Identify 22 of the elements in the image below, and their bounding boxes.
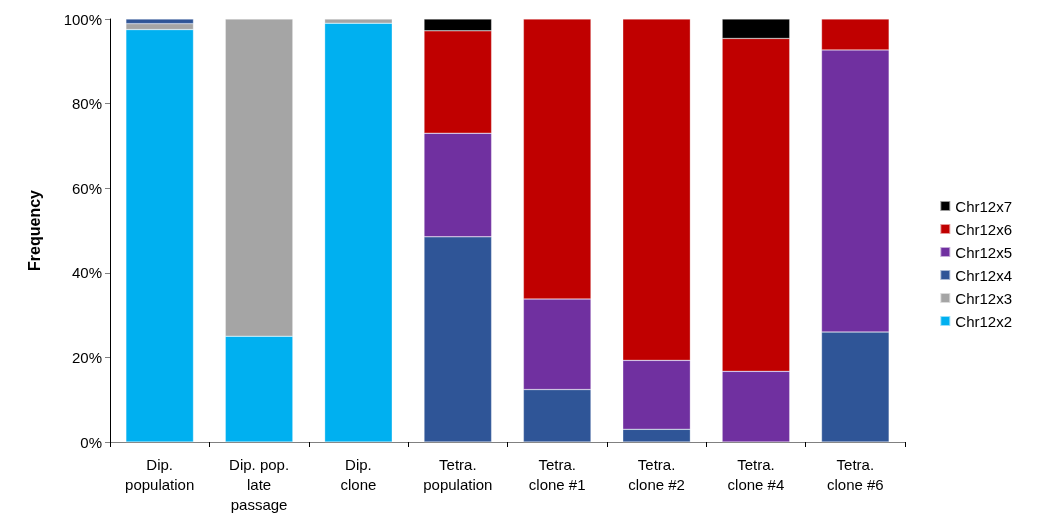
legend-label: Chr12x7 [955, 197, 1013, 215]
bar [324, 23, 393, 442]
legend-label: Chr12x2 [955, 312, 1013, 330]
x-tick-label: Tetra. clone #4 [727, 455, 785, 493]
x-tick-label: Tetra. clone #6 [826, 455, 884, 493]
y-tick-label: 60% [71, 179, 102, 197]
legend-label: Chr12x4 [955, 266, 1013, 284]
y-tick-label: 40% [71, 264, 102, 282]
x-tick-label: Tetra. clone #1 [528, 455, 586, 493]
legend-label: Chr12x5 [955, 243, 1013, 261]
y-tick-label: 20% [71, 348, 102, 366]
x-tick-label: Tetra. clone #2 [628, 455, 685, 493]
legend-label: Chr12x3 [955, 289, 1013, 307]
y-axis-title: Frequency [25, 189, 43, 271]
y-tick-label: 100% [63, 10, 102, 28]
x-tick-label: Dip. population [125, 455, 195, 493]
y-tick-label: 0% [80, 433, 102, 451]
x-tick-label: Dip. pop. late passage [229, 455, 290, 513]
legend-label: Chr12x6 [955, 220, 1013, 238]
x-tick-label: Tetra. population [423, 455, 493, 493]
x-tick-label: Dip. clone [340, 455, 377, 493]
y-tick-label: 80% [71, 95, 102, 113]
